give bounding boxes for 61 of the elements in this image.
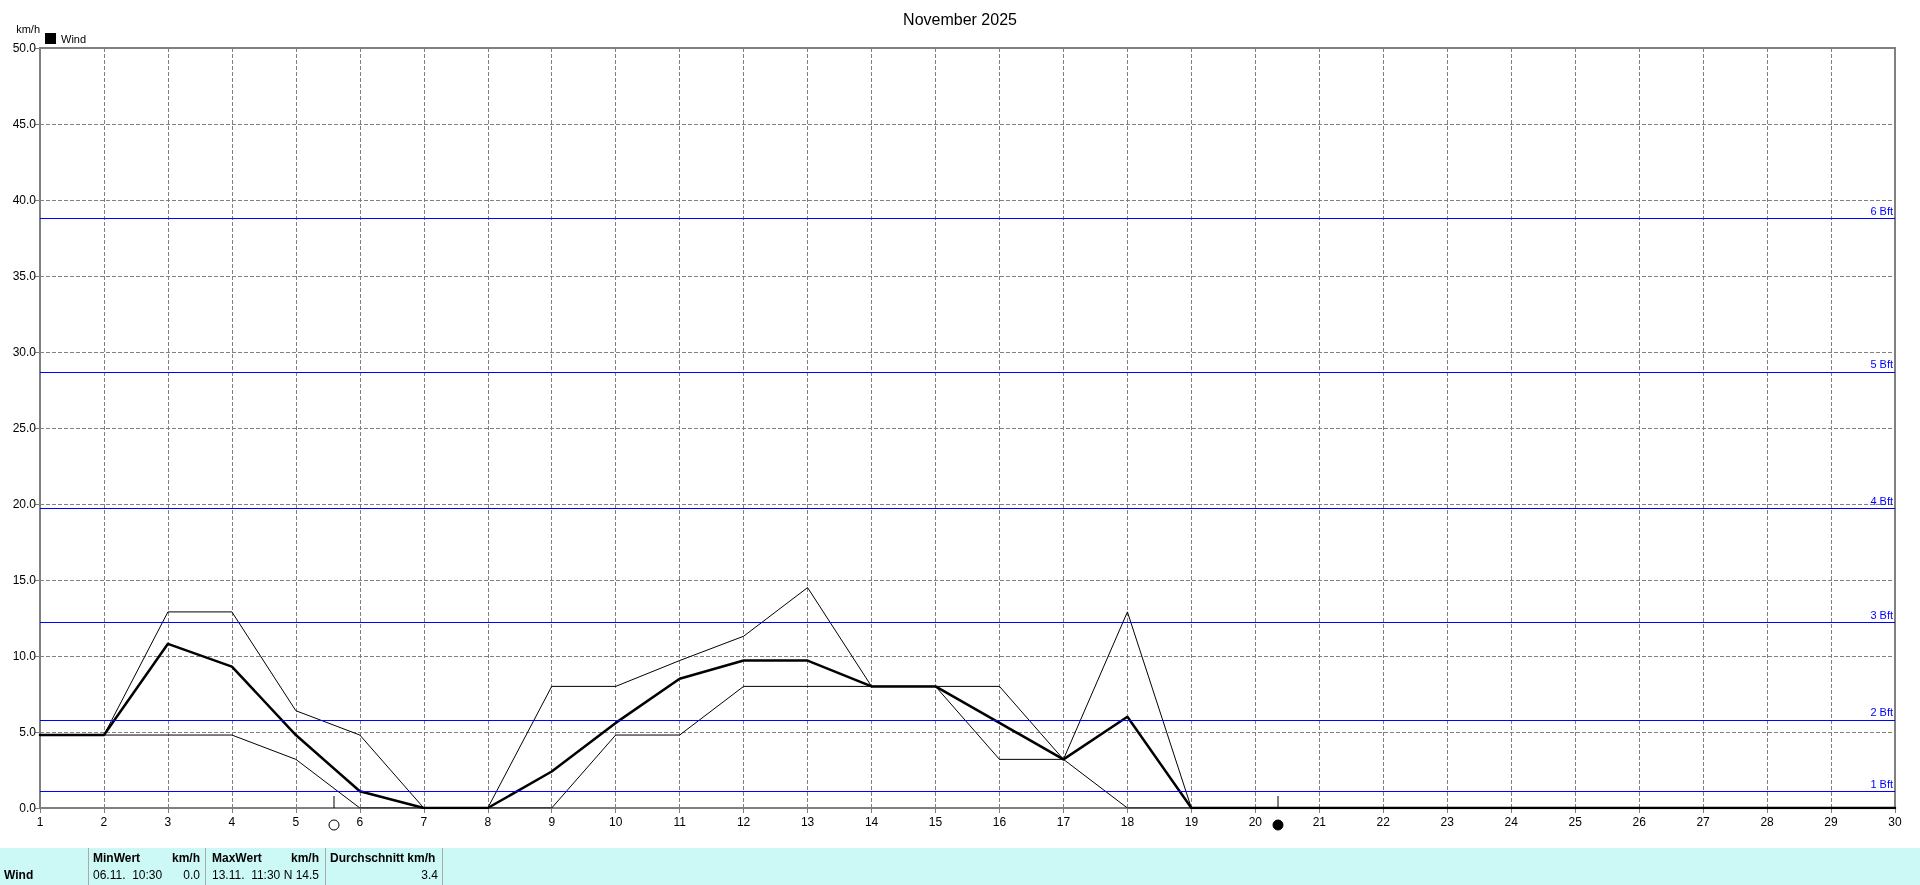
x-tick-label: 21 <box>1312 815 1327 829</box>
x-tick-label: 27 <box>1696 815 1711 829</box>
text: 06.11. 10:30 <box>93 868 163 882</box>
x-tick-label: 8 <box>484 815 492 829</box>
ref-line-label: 3 Bft <box>1870 609 1893 622</box>
text: 0.0 <box>183 868 200 882</box>
x-tick-label: 3 <box>164 815 172 829</box>
x-tick-label: 20 <box>1248 815 1263 829</box>
x-tick-label: 13 <box>800 815 815 829</box>
ref-line-label: 2 Bft <box>1870 706 1893 719</box>
ref-line-label: 1 Bft <box>1870 777 1893 790</box>
x-tick-label: 9 <box>548 815 556 829</box>
legend-label: Wind <box>61 32 87 45</box>
x-tick-label: 5 <box>292 815 300 829</box>
x-tick-label: 6 <box>356 815 364 829</box>
y-tick-label: 50.0 <box>12 41 37 55</box>
y-tick-label: 40.0 <box>12 193 37 207</box>
x-tick-label: 1 <box>36 815 44 829</box>
x-tick-label: 30 <box>1888 815 1902 829</box>
text: km/h <box>171 851 200 865</box>
ref-line-label: 5 Bft <box>1870 358 1893 371</box>
text: Durchschnitt km/h <box>330 851 436 865</box>
x-tick-label: 24 <box>1504 815 1519 829</box>
y-tick-label: 30.0 <box>12 345 37 359</box>
text: Wind <box>4 868 34 882</box>
text: km/h <box>290 851 319 865</box>
ref-line-label: 6 Bft <box>1870 204 1893 217</box>
x-tick-label: 19 <box>1184 815 1199 829</box>
x-tick-label: 26 <box>1632 815 1647 829</box>
y-tick-label: 45.0 <box>12 117 37 131</box>
y-tick-label: 20.0 <box>12 497 37 511</box>
x-tick-label: 18 <box>1120 815 1135 829</box>
x-tick-label: 7 <box>420 815 428 829</box>
x-tick-label: 25 <box>1568 815 1583 829</box>
x-tick-label: 29 <box>1824 815 1839 829</box>
chart-title: November 2025 <box>903 10 1018 28</box>
x-tick-label: 4 <box>228 815 236 829</box>
text: N 14.5 <box>283 868 319 882</box>
x-tick-label: 14 <box>864 815 879 829</box>
y-tick-label: 35.0 <box>12 269 37 283</box>
x-tick-label: 10 <box>609 815 623 829</box>
x-tick-label: 17 <box>1056 815 1071 829</box>
text: 13.11. 11:30 <box>212 868 281 882</box>
x-tick-label: 16 <box>992 815 1007 829</box>
text: 3.4 <box>421 868 438 882</box>
y-tick-label: 5.0 <box>19 725 37 739</box>
text: MaxWert <box>212 851 262 865</box>
ref-line-label: 4 Bft <box>1870 495 1893 508</box>
x-tick-label: 22 <box>1376 815 1391 829</box>
text: MinWert <box>93 851 141 865</box>
x-tick-label: 15 <box>928 815 943 829</box>
x-tick-label: 12 <box>736 815 751 829</box>
x-tick-label: 2 <box>100 815 108 829</box>
y-axis-title: km/h <box>16 22 40 35</box>
y-tick-label: 10.0 <box>12 649 37 663</box>
y-tick-label: 15.0 <box>12 573 37 587</box>
x-tick-label: 28 <box>1760 815 1775 829</box>
x-tick-label: 23 <box>1440 815 1455 829</box>
y-tick-label: 25.0 <box>12 421 37 435</box>
x-tick-label: 11 <box>673 815 687 829</box>
y-tick-label: 0.0 <box>19 801 37 815</box>
